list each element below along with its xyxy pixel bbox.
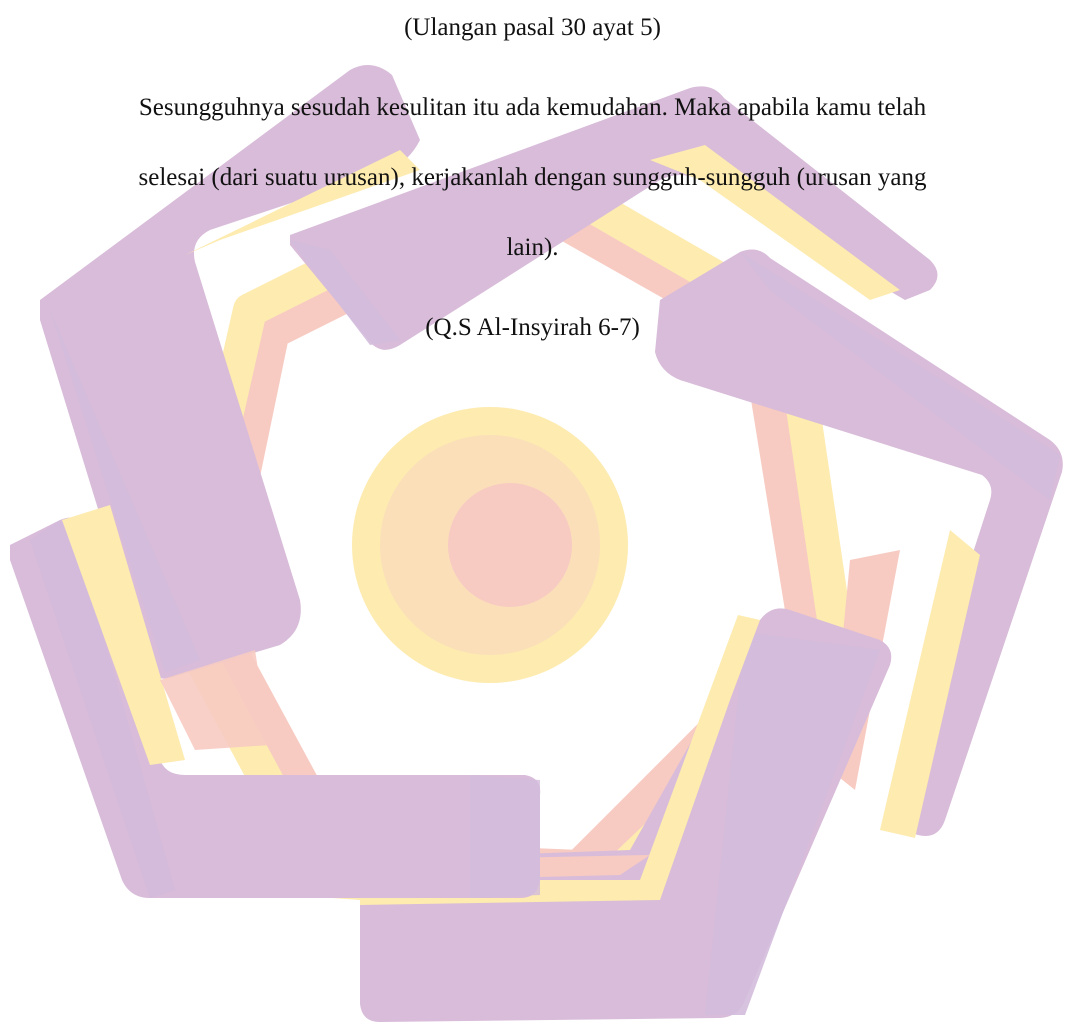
- quote-line-1: Sesungguhnya sesudah kesulitan itu ada k…: [138, 94, 927, 121]
- logo-inner-dot: [448, 483, 572, 607]
- quote-line-2: selesai (dari suatu urusan), kerjakanlah…: [138, 164, 927, 191]
- reference-top: (Ulangan pasal 30 ayat 5): [404, 14, 661, 41]
- quote-line-3: lain).: [506, 234, 559, 261]
- reference-bottom: (Q.S Al-Insyirah 6-7): [425, 314, 640, 341]
- logo-blade-top: [290, 86, 938, 350]
